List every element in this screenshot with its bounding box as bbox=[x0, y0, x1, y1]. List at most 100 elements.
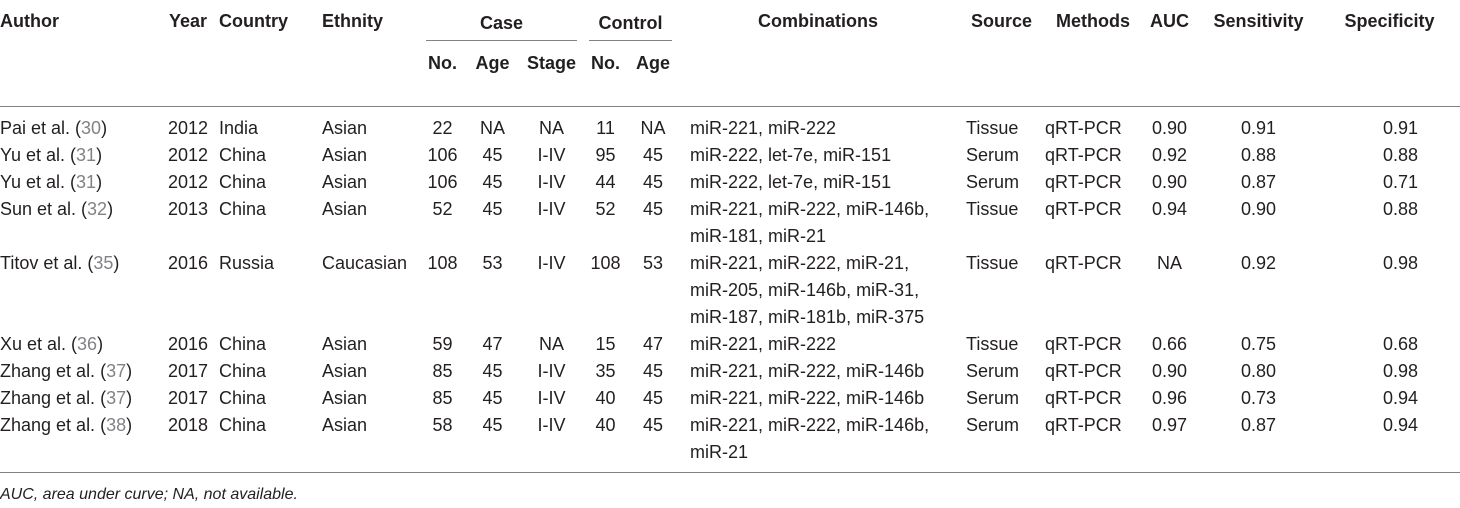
cell-control-age: 53 bbox=[642, 253, 664, 273]
author-name: Sun et al. ( bbox=[0, 199, 88, 219]
cell-ethnity: Asian bbox=[322, 388, 368, 408]
cell-country: China bbox=[219, 199, 267, 219]
author-name: Zhang et al. ( bbox=[0, 415, 107, 435]
combination-line: miR-221, miR-222, miR-21, bbox=[690, 253, 910, 273]
author-name: Zhang et al. ( bbox=[0, 388, 107, 408]
author-close-paren: ) bbox=[113, 253, 120, 273]
cell-case-stage: NA bbox=[538, 118, 564, 138]
reference-link[interactable]: 38 bbox=[106, 415, 127, 435]
cell-case-age: 53 bbox=[482, 253, 503, 273]
header-combinations: Combinations bbox=[758, 11, 879, 31]
cell-year: 2016 bbox=[167, 334, 209, 354]
author-close-paren: ) bbox=[96, 172, 103, 192]
cell-author: Xu et al. (36) bbox=[0, 331, 157, 358]
cell-sensitivity: 0.88 bbox=[1240, 145, 1277, 165]
header-author: Author bbox=[0, 11, 59, 31]
cell-sensitivity: 0.90 bbox=[1240, 199, 1277, 219]
cell-author: Zhang et al. (37) bbox=[0, 358, 157, 385]
data-table: Author Year Country Ethnity Case Control… bbox=[0, 5, 1460, 473]
cell-control-age: 47 bbox=[642, 334, 664, 354]
cell-case-age: 47 bbox=[482, 334, 503, 354]
cell-author: Zhang et al. (38) bbox=[0, 412, 157, 473]
cell-specificity: 0.98 bbox=[1382, 253, 1419, 273]
cell-country: India bbox=[219, 118, 259, 138]
combination-line: miR-221, miR-222 bbox=[690, 334, 837, 354]
reference-link[interactable]: 31 bbox=[76, 172, 97, 192]
cell-country: China bbox=[219, 361, 267, 381]
cell-case-stage: I-IV bbox=[537, 388, 566, 408]
cell-specificity: 0.98 bbox=[1382, 361, 1419, 381]
cell-auc: 0.90 bbox=[1151, 172, 1188, 192]
cell-case-no: 52 bbox=[432, 199, 453, 219]
cell-combinations: miR-221, miR-222, miR-21, miR-205, miR-14… bbox=[678, 250, 958, 331]
table-row: Zhang et al. (38) 2018 China Asian 58 45 I-IV 4… bbox=[0, 412, 1460, 473]
cell-control-no: 35 bbox=[595, 361, 616, 381]
table-row: Yu et al. (31) 2012 China Asian 106 45 I-IV 95 4… bbox=[0, 142, 1460, 169]
header-source: Source bbox=[971, 11, 1033, 31]
cell-ethnity: Asian bbox=[322, 145, 368, 165]
cell-specificity: 0.68 bbox=[1382, 334, 1419, 354]
combination-line: miR-222, let-7e, miR-151 bbox=[690, 145, 892, 165]
cell-case-stage: I-IV bbox=[537, 145, 566, 165]
cell-combinations: miR-221, miR-222, miR-146b, miR-21 bbox=[678, 412, 958, 473]
cell-sensitivity: 0.75 bbox=[1240, 334, 1277, 354]
reference-link[interactable]: 30 bbox=[81, 118, 102, 138]
table-row: Titov et al. (35) 2016 Russia Caucasian 108 5… bbox=[0, 250, 1460, 331]
cell-case-stage: I-IV bbox=[537, 361, 566, 381]
cell-country: China bbox=[219, 415, 267, 435]
cell-case-stage: I-IV bbox=[537, 199, 566, 219]
header-year: Year bbox=[168, 11, 208, 31]
combination-line: miR-221, miR-222, miR-146b bbox=[690, 361, 925, 381]
cell-case-no: 59 bbox=[432, 334, 453, 354]
cell-year: 2012 bbox=[167, 145, 209, 165]
header-specificity: Specificity bbox=[1344, 11, 1435, 31]
author-close-paren: ) bbox=[126, 361, 133, 381]
cell-sensitivity: 0.80 bbox=[1240, 361, 1277, 381]
cell-ethnity: Asian bbox=[322, 118, 368, 138]
cell-control-age: 45 bbox=[642, 199, 664, 219]
cell-case-age: NA bbox=[479, 118, 505, 138]
reference-link[interactable]: 35 bbox=[93, 253, 114, 273]
cell-source: Tissue bbox=[966, 199, 1019, 219]
cell-case-no: 85 bbox=[432, 361, 453, 381]
cell-year: 2017 bbox=[167, 388, 209, 408]
table-row: Zhang et al. (37) 2017 China Asian 85 45 I-IV 4… bbox=[0, 385, 1460, 412]
combination-line: miR-221, miR-222, miR-146b, bbox=[690, 415, 930, 435]
cell-auc: 0.96 bbox=[1151, 388, 1188, 408]
header-case-stage: Stage bbox=[526, 53, 577, 73]
reference-link[interactable]: 32 bbox=[87, 199, 108, 219]
table-row: Zhang et al. (37) 2017 China Asian 85 45 I-IV 3… bbox=[0, 358, 1460, 385]
cell-combinations: miR-221, miR-222, miR-146b, miR-181, miR-… bbox=[678, 196, 958, 250]
cell-sensitivity: 0.87 bbox=[1240, 415, 1277, 435]
cell-country: China bbox=[219, 172, 267, 192]
cell-auc: 0.90 bbox=[1151, 361, 1188, 381]
cell-ethnity: Asian bbox=[322, 199, 368, 219]
cell-author: Yu et al. (31) bbox=[0, 142, 157, 169]
cell-case-no: 106 bbox=[427, 145, 458, 165]
cell-case-age: 45 bbox=[482, 145, 503, 165]
reference-link[interactable]: 31 bbox=[76, 145, 97, 165]
cell-control-no: 95 bbox=[595, 145, 616, 165]
cell-sensitivity: 0.87 bbox=[1240, 172, 1277, 192]
cell-source: Tissue bbox=[966, 334, 1019, 354]
reference-link[interactable]: 37 bbox=[106, 388, 127, 408]
cell-control-no: 108 bbox=[590, 253, 621, 273]
reference-link[interactable]: 37 bbox=[106, 361, 127, 381]
author-close-paren: ) bbox=[107, 199, 114, 219]
cell-methods: qRT-PCR bbox=[1045, 253, 1122, 273]
cell-control-no: 40 bbox=[595, 388, 616, 408]
cell-country: China bbox=[219, 388, 267, 408]
cell-year: 2013 bbox=[167, 199, 209, 219]
author-name: Yu et al. ( bbox=[0, 145, 77, 165]
cell-control-no: 11 bbox=[596, 118, 615, 138]
table-row: Xu et al. (36) 2016 China Asian 59 47 NA 15 47 mi… bbox=[0, 331, 1460, 358]
combination-line: miR-221, miR-222, miR-146b, bbox=[690, 199, 930, 219]
cell-methods: qRT-PCR bbox=[1045, 172, 1122, 192]
cell-specificity: 0.91 bbox=[1382, 118, 1419, 138]
cell-case-age: 45 bbox=[482, 199, 503, 219]
reference-link[interactable]: 36 bbox=[77, 334, 98, 354]
cell-case-stage: I-IV bbox=[537, 253, 566, 273]
cell-case-no: 106 bbox=[427, 172, 458, 192]
combination-line: miR-222, let-7e, miR-151 bbox=[690, 172, 892, 192]
author-close-paren: ) bbox=[126, 388, 133, 408]
